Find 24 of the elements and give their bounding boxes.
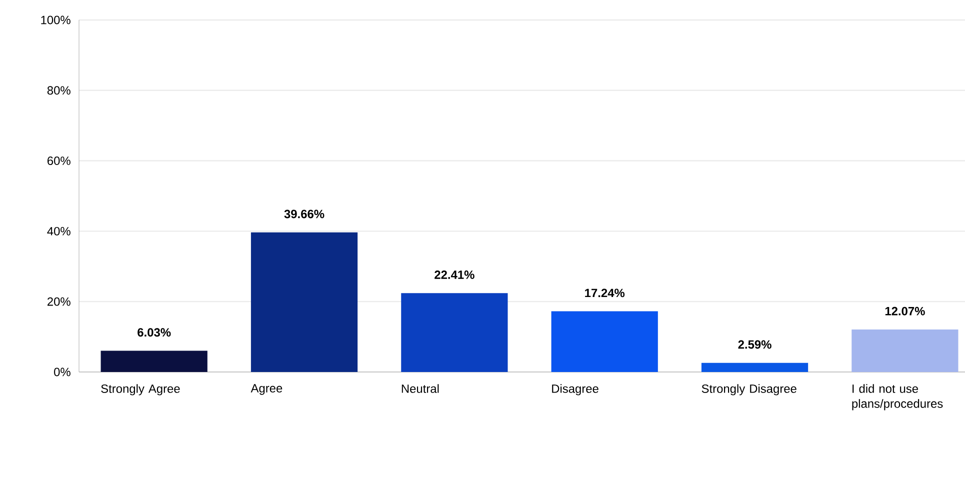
data-label: 2.59%: [738, 340, 772, 349]
y-tick-label: 40%: [47, 226, 70, 236]
y-tick-label: 100%: [41, 16, 70, 24]
x-tick-label: Disagree: [552, 384, 598, 396]
bar: [852, 330, 958, 372]
bar: [701, 362, 808, 372]
data-label: 22.41%: [434, 270, 474, 279]
data-label: 6.03%: [138, 328, 171, 337]
x-tick-label: Strongly Disagree: [702, 384, 796, 396]
x-tick-label: I did not use plans/procedures: [852, 384, 943, 410]
data-label: 17.24%: [585, 288, 625, 298]
bar: [250, 232, 358, 372]
y-tick-label: 80%: [47, 86, 70, 95]
bar: [551, 311, 658, 372]
bar: [401, 293, 508, 372]
bar: [100, 350, 208, 372]
data-label: 12.07%: [885, 306, 925, 316]
x-tick-label: Agree: [250, 384, 282, 395]
y-tick-label: 60%: [48, 156, 70, 166]
y-tick-label: 20%: [48, 297, 70, 306]
data-label: 39.66%: [284, 210, 324, 218]
x-tick-label: Neutral: [402, 384, 439, 393]
x-tick-label: Strongly Agree: [101, 384, 180, 396]
y-tick-label: 0%: [54, 368, 70, 376]
